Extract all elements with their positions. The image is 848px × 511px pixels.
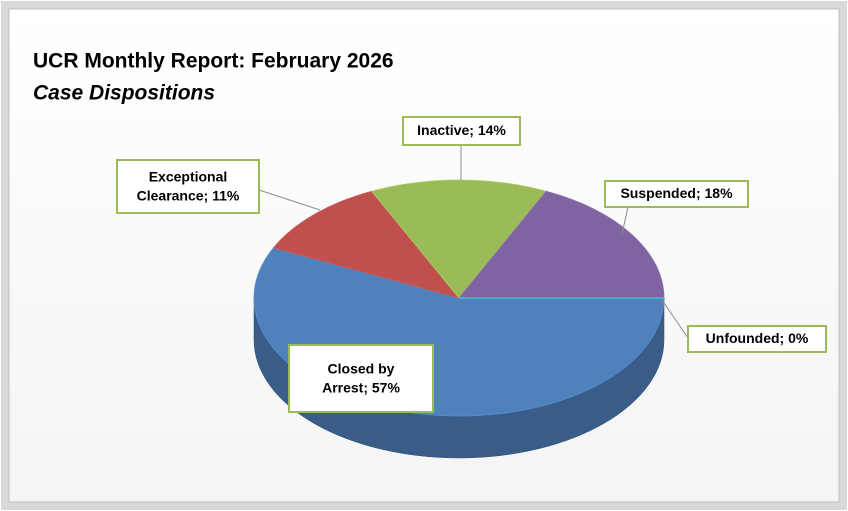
leader-line [258,189,321,211]
category-label: Suspended [620,185,695,201]
leader-line [661,299,689,339]
chart-subtitle: Case Dispositions [33,82,215,105]
value-label: 11% [212,187,240,203]
data-label: Closed by Arrest; 57% [322,360,400,395]
label-box [687,325,827,353]
leader-line [621,206,629,235]
label-box [402,116,521,146]
data-label: Suspended; 18% [620,185,733,201]
category-label: Closed by [328,360,395,376]
slice [272,190,461,299]
data-label: Inactive; 14% [417,122,506,138]
label-box [116,159,260,214]
separator: ; [204,187,213,203]
pie [253,179,665,459]
data-label: Unfounded; 0% [706,330,809,346]
label-box [604,180,749,208]
slice [371,179,547,299]
value-label: 0% [788,330,809,346]
separator: ; [363,379,372,395]
value-label: 14% [478,122,507,138]
separator: ; [469,122,478,138]
value-label: 57% [372,379,401,395]
label-box [288,344,434,413]
separator: ; [696,185,705,201]
category-label: Clearance [137,187,204,203]
data-label: Exceptional Clearance; 11% [137,168,240,203]
chart-title: UCR Monthly Report: February 2026 [33,50,394,73]
labels: Closed by Arrest; 57% Exceptional Clearance… [116,116,827,413]
category-label: Arrest [322,379,364,395]
category-label: Inactive [417,122,469,138]
category-label: Unfounded [706,330,780,346]
value-label: 18% [705,185,734,201]
separator: ; [780,330,789,346]
category-label: Exceptional [149,168,228,184]
slice [458,190,665,299]
